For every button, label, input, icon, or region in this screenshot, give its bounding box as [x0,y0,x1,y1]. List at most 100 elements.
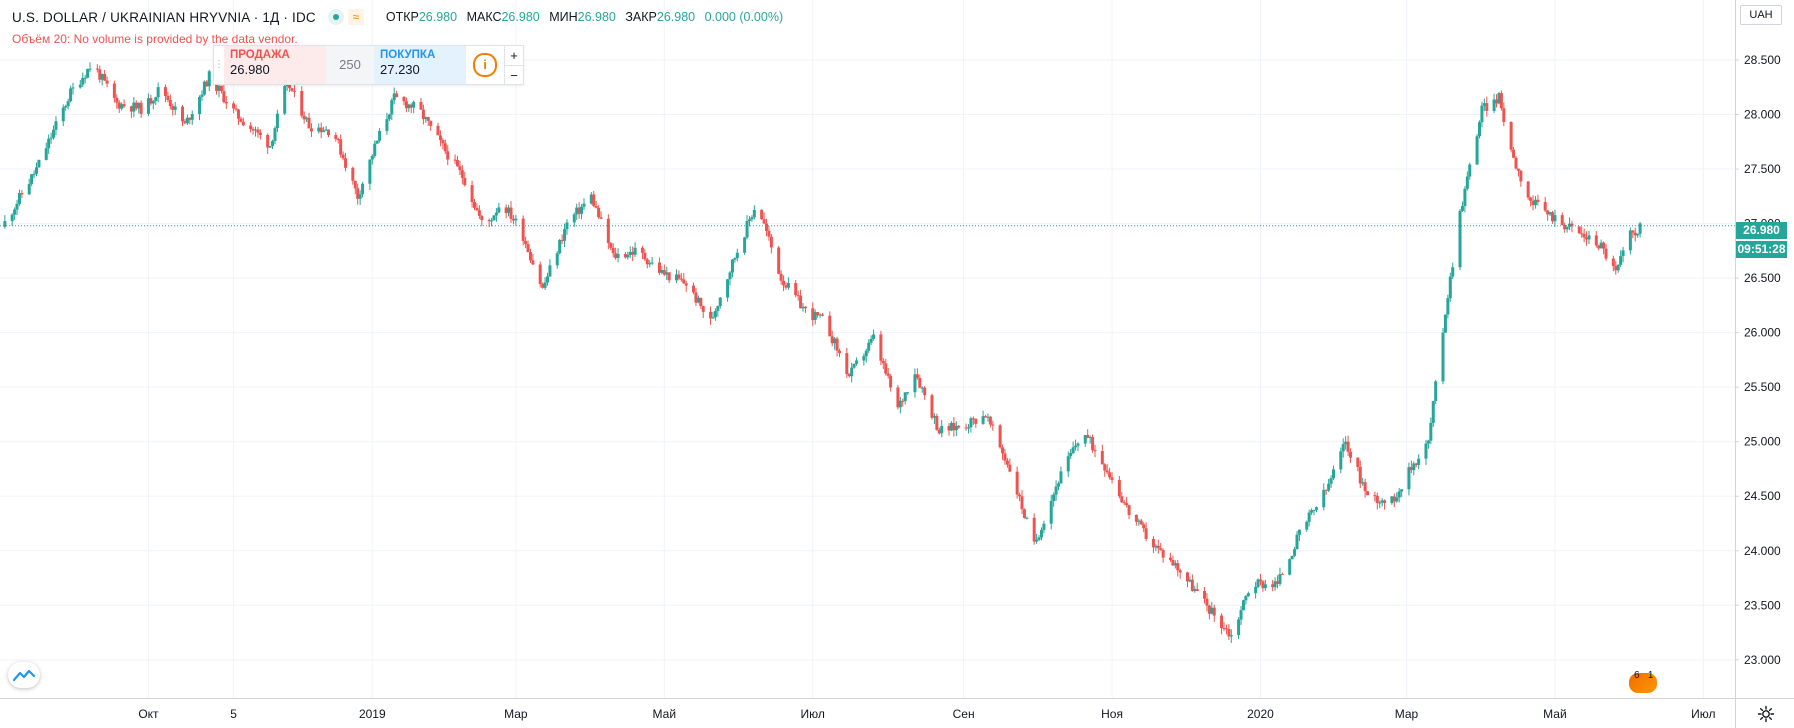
candle-body [1324,489,1328,491]
candle-body [1560,215,1564,225]
candle-body [1088,436,1092,438]
price-axis-bg [1735,0,1794,728]
candle-body [1446,298,1450,315]
candle-body [490,220,494,222]
candle-body [937,429,941,434]
candle-body [1290,555,1294,560]
candle-body [120,104,124,109]
candle-body [1008,464,1012,472]
candle-body [319,127,323,133]
candle-body [803,306,807,309]
minus-button[interactable]: − [505,65,523,85]
drag-handle-icon[interactable]: ⋮⋮ [214,46,234,84]
candle-body [850,367,854,377]
candle-body [974,418,978,424]
candle-body [1536,199,1540,203]
gear-icon[interactable] [1757,705,1775,723]
candle-body [1108,472,1112,478]
candle-body [1005,460,1009,465]
wave-icon[interactable]: ≈ [347,9,364,25]
candle-body [1161,550,1165,558]
candle-body [750,217,754,220]
events-flag-icon[interactable] [1628,672,1658,694]
market-status-icon[interactable] [327,9,344,25]
candle-body [1271,584,1275,588]
candle-body [1553,215,1557,222]
candle-body [611,247,615,254]
candle-body [1468,164,1472,177]
candle-body [514,218,518,221]
tradingview-logo-button[interactable] [8,662,40,688]
high-value: 26.980 [501,10,540,24]
candle-body [188,117,192,120]
candle-body [801,306,805,309]
quantity-input[interactable]: 250 [326,46,374,84]
candle-body [395,93,399,97]
candle-body [1195,589,1199,592]
buy-label: ПОКУПКА [380,49,436,61]
candle-body [1424,443,1428,459]
candle-body [932,415,936,418]
candle-body [37,159,41,168]
candle-body [47,138,51,149]
candle-body [782,280,786,286]
candle-body [1397,491,1401,498]
candle-body [662,270,666,275]
candle-body [317,127,321,132]
candle-body [404,101,408,109]
candle-body [1312,509,1316,511]
candle-body [1383,500,1387,504]
candle-body [254,129,258,131]
candle-body [779,273,783,281]
candle-body [699,297,703,307]
candle-body [949,422,953,431]
candle-body [1151,538,1155,548]
candle-body [1239,610,1243,620]
time-tick-label: Май [653,707,677,721]
candle-body [412,101,416,108]
candle-body [86,68,90,78]
candle-body [54,121,58,130]
candle-body [923,387,927,396]
candle-body [577,207,581,214]
plus-button[interactable]: + [510,48,518,63]
candle-body [344,158,348,168]
candle-body [1042,523,1046,530]
info-button[interactable]: i [466,46,504,84]
currency-button[interactable]: UAH [1740,5,1782,25]
candle-body [1497,93,1501,104]
candle-body [1015,471,1019,495]
candle-body [964,427,968,429]
trade-panel: ⋮⋮ ПРОДАЖА 26.980 250 ПОКУПКА 27.230 i +… [213,45,524,85]
candle-body [1190,579,1194,592]
candle-body [657,262,661,273]
candle-body [1263,584,1267,589]
candle-body [692,285,696,293]
candle-body [1587,235,1591,240]
candle-body [1460,206,1464,211]
buy-button[interactable]: ПОКУПКА 27.230 [374,46,466,84]
symbol-title[interactable]: U.S. DOLLAR / UKRAINIAN HRYVNIA · 1Д · I… [12,9,316,25]
candle-body [458,166,462,171]
candle-body [726,279,730,298]
candle-body [1105,470,1109,473]
candle-body [988,416,992,425]
candle-body [112,83,116,98]
candle-body [309,128,313,132]
time-tick-label: 2019 [359,707,386,721]
candle-body [1380,500,1384,503]
candle-body [1395,497,1399,502]
candle-body [473,201,477,208]
candle-body [920,387,924,389]
candle-body [1322,489,1326,508]
candles [3,62,1642,643]
candle-body [1344,441,1348,445]
sell-button[interactable]: ПРОДАЖА 26.980 [224,46,326,84]
candle-body [64,106,68,108]
candle-body [1125,503,1129,506]
price-tick-label: 23.000 [1744,653,1781,667]
price-tick-label: 24.000 [1744,544,1781,558]
candle-body [480,215,484,220]
candle-body [813,312,817,320]
